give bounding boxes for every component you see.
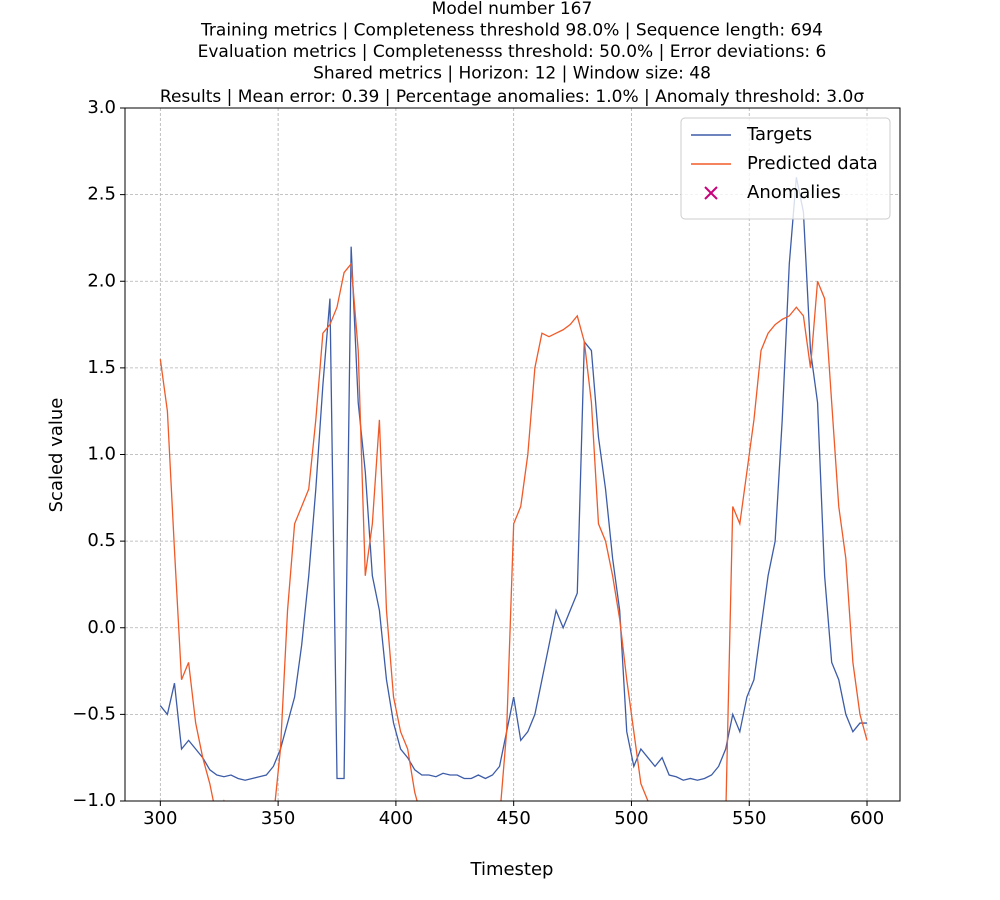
chart-title: Evaluation metrics | Completenesss thres… xyxy=(198,42,827,62)
x-tick-label: 600 xyxy=(850,808,884,829)
y-tick-label: 1.5 xyxy=(87,357,116,378)
data-line xyxy=(159,177,868,781)
chart-title: Results | Mean error: 0.39 | Percentage … xyxy=(160,87,864,107)
y-axis-label: Scaled value xyxy=(46,398,67,513)
y-tick-label: 3.0 xyxy=(87,97,116,118)
legend-label: Anomalies xyxy=(747,182,841,203)
x-tick-label: 400 xyxy=(379,808,413,829)
chart-title: Shared metrics | Horizon: 12 | Window si… xyxy=(313,64,711,84)
y-tick-label: 2.0 xyxy=(87,270,116,291)
legend-swatch xyxy=(704,186,718,200)
legend-label: Predicted data xyxy=(747,153,878,174)
x-tick-label: 300 xyxy=(143,808,177,829)
x-tick-label: 450 xyxy=(496,808,530,829)
legend-box xyxy=(680,117,891,220)
y-tick-label: 0.0 xyxy=(87,617,116,638)
y-tick-label: −1.0 xyxy=(72,790,116,811)
chart-title: Model number 167 xyxy=(432,0,593,19)
x-axis-label: Timestep xyxy=(470,859,554,880)
y-tick-label: −0.5 xyxy=(72,703,116,724)
chart-title: Training metrics | Completeness threshol… xyxy=(200,21,823,41)
legend-label: Targets xyxy=(746,124,812,145)
x-tick-label: 350 xyxy=(261,808,295,829)
x-tick-label: 500 xyxy=(614,808,648,829)
y-tick-label: 0.5 xyxy=(87,530,116,551)
plot-area xyxy=(159,177,868,801)
x-tick-label: 550 xyxy=(732,808,766,829)
data-line xyxy=(159,262,868,801)
y-tick-label: 1.0 xyxy=(87,444,116,465)
y-tick-label: 2.5 xyxy=(87,184,116,205)
